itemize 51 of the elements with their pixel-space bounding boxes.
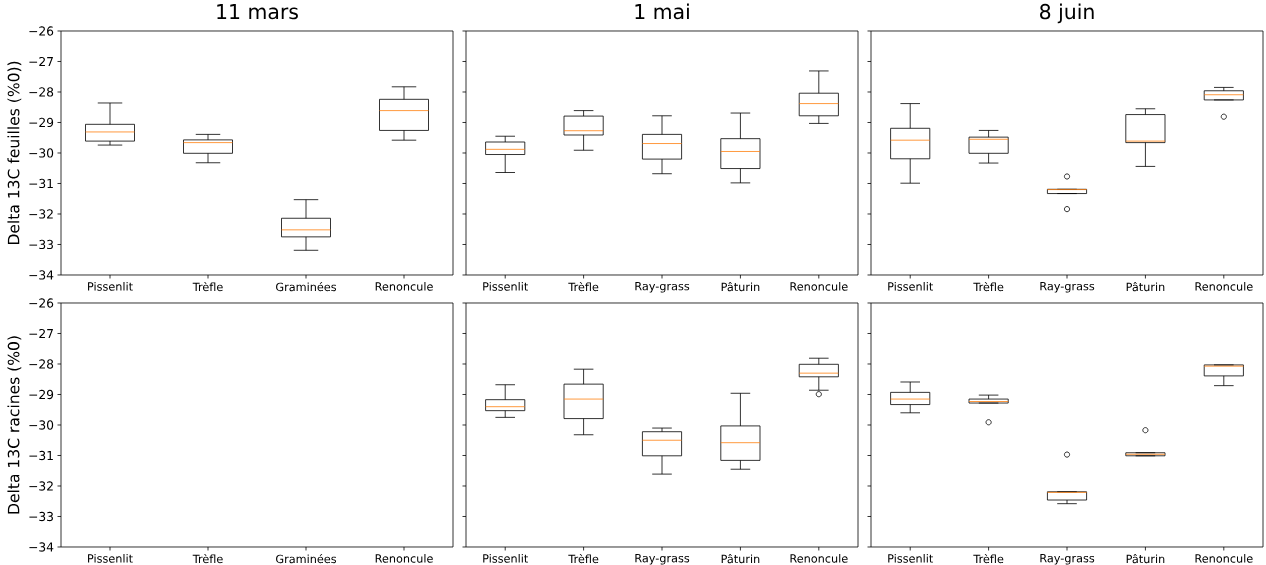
y-tick-label: −26 bbox=[29, 298, 54, 308]
y-tick-label: −33 bbox=[29, 239, 53, 250]
x-tick-label: Pissenlit bbox=[888, 282, 934, 291]
x-tick-label: Ray-grass bbox=[635, 554, 690, 565]
x-tick-label: Renoncule bbox=[790, 282, 848, 291]
x-tick-label: Pissenlit bbox=[888, 554, 934, 563]
y-tick-label: −33 bbox=[29, 511, 53, 522]
y-tick-label: −34 bbox=[29, 542, 54, 552]
y-tick-label: −32 bbox=[29, 481, 53, 491]
x-tick-label: Pissenlit bbox=[88, 554, 133, 563]
x-tick-label: Ray-grass bbox=[1040, 554, 1095, 565]
y-tick-label: −26 bbox=[29, 26, 54, 36]
x-tick-label: Graminées bbox=[276, 282, 337, 292]
x-tick-label: Pissenlit bbox=[483, 554, 529, 563]
x-tick-label: Pâturin bbox=[721, 282, 760, 292]
y-tick-label: −30 bbox=[29, 420, 54, 430]
x-tick-label: Pissenlit bbox=[88, 282, 133, 291]
y-tick-label: −29 bbox=[29, 389, 54, 400]
chart-title: 1 mai bbox=[635, 3, 689, 20]
x-tick-label: Renoncule bbox=[1195, 554, 1253, 563]
y-tick-label: −34 bbox=[29, 270, 54, 280]
x-tick-label: Trèfle bbox=[192, 282, 223, 292]
y-tick-label: −28 bbox=[29, 87, 54, 97]
x-tick-label: Graminées bbox=[276, 554, 337, 564]
y-tick-label: −31 bbox=[29, 178, 53, 189]
x-tick-label: Pâturin bbox=[721, 554, 760, 564]
y-tick-label: −29 bbox=[29, 117, 54, 128]
y-tick-label: −27 bbox=[29, 328, 53, 339]
y-tick-label: −32 bbox=[29, 209, 53, 219]
y-tick-label: −31 bbox=[29, 450, 53, 461]
y-axis-title: Delta 13C feuilles (%0)) bbox=[7, 61, 22, 245]
x-tick-label: Pissenlit bbox=[483, 282, 529, 291]
x-tick-label: Ray-grass bbox=[635, 282, 690, 293]
x-tick-label: Renoncule bbox=[1195, 282, 1253, 291]
y-tick-label: −27 bbox=[29, 56, 53, 67]
chart-title: 8 juin bbox=[1040, 3, 1094, 24]
x-tick-label: Trèfle bbox=[568, 554, 599, 564]
y-tick-label: −30 bbox=[29, 148, 54, 158]
x-tick-label: Trèfle bbox=[973, 282, 1004, 292]
y-axis-title: Delta 13C racines (%0) bbox=[7, 336, 22, 514]
x-tick-label: Ray-grass bbox=[1040, 282, 1095, 293]
x-tick-label: Trèfle bbox=[192, 554, 223, 564]
x-tick-label: Renoncule bbox=[375, 282, 433, 291]
x-tick-label: Pâturin bbox=[1126, 554, 1165, 564]
x-tick-label: Trèfle bbox=[568, 282, 599, 292]
x-tick-label: Trèfle bbox=[973, 554, 1004, 564]
x-tick-label: Pâturin bbox=[1126, 282, 1165, 292]
x-tick-label: Renoncule bbox=[790, 554, 848, 563]
chart-title: 11 mars bbox=[217, 4, 298, 20]
x-tick-label: Renoncule bbox=[375, 554, 433, 563]
y-tick-label: −28 bbox=[29, 359, 54, 369]
